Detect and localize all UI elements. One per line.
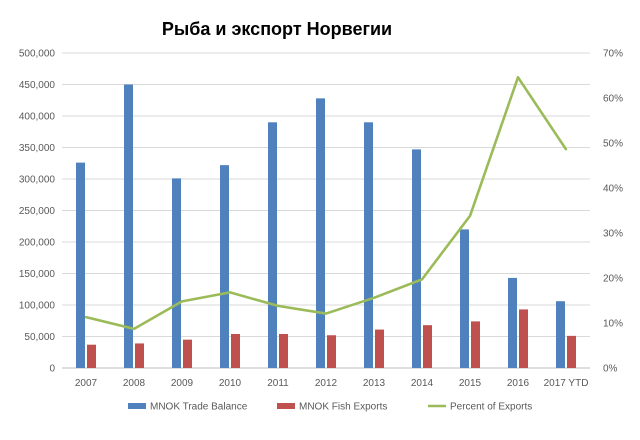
left-tick-label: 50,000 <box>24 332 55 343</box>
trade-balance-bar <box>220 165 229 368</box>
trade-balance-bar <box>556 301 565 368</box>
x-tick-label: 2017 YTD <box>544 378 589 389</box>
left-tick-label: 450,000 <box>19 80 56 91</box>
percent-point <box>228 291 232 294</box>
fish-exports-bar <box>231 333 240 368</box>
x-tick-label: 2015 <box>459 378 482 389</box>
fish-exports-bar <box>135 343 144 368</box>
legend-swatch <box>128 403 146 409</box>
trade-balance-bar <box>316 98 325 369</box>
legend-label: MNOK Trade Balance <box>150 402 248 413</box>
percent-point <box>84 315 88 319</box>
fish-exports-bar <box>519 309 528 368</box>
x-tick-label: 2010 <box>219 378 242 389</box>
fish-exports-bar <box>87 344 96 368</box>
percent-point <box>324 312 328 315</box>
percent-point <box>420 278 424 281</box>
legend: MNOK Trade Balance MNOK Fish Exports Perce… <box>128 402 532 413</box>
left-tick-label: 350,000 <box>19 143 56 154</box>
percent-point <box>516 76 520 79</box>
trade-balance-bar <box>364 122 373 368</box>
left-tick-label: 100,000 <box>19 301 56 312</box>
trade-balance-bar <box>508 277 517 368</box>
legend-label: Percent of Exports <box>450 402 532 413</box>
trade-balance-bar <box>412 149 421 368</box>
right-tick-label: 30% <box>603 229 623 240</box>
percent-point <box>276 304 280 308</box>
percent-point <box>468 214 472 218</box>
left-tick-label: 400,000 <box>19 112 56 123</box>
x-tick-label: 2009 <box>171 378 194 389</box>
percent-point <box>564 148 568 151</box>
right-tick-label: 0% <box>603 364 618 375</box>
fish-exports-bar <box>327 335 336 368</box>
chart-title: Рыба и экспорт Норвегии <box>162 19 392 39</box>
bars <box>76 84 576 369</box>
right-tick-label: 40% <box>603 184 623 195</box>
trade-balance-bar <box>124 84 133 368</box>
left-tick-label: 250,000 <box>19 206 56 217</box>
fish-exports-bar <box>279 333 288 368</box>
right-tick-label: 60% <box>603 94 623 105</box>
fish-exports-bar <box>471 321 480 368</box>
right-tick-label: 10% <box>603 319 623 330</box>
left-tick-label: 300,000 <box>19 175 56 186</box>
trade-balance-bar <box>460 229 469 368</box>
left-tick-label: 0 <box>49 364 55 375</box>
x-tick-label: 2014 <box>411 378 434 389</box>
x-axis: 2007 2008 2009 2010 2011 2012 2013 2014 2015 2016… <box>75 378 589 389</box>
x-tick-label: 2012 <box>315 378 338 389</box>
x-tick-label: 2008 <box>123 378 146 389</box>
percent-line-layer <box>84 76 568 331</box>
right-tick-label: 70% <box>603 49 623 60</box>
percent-point <box>180 300 184 303</box>
trade-balance-bar <box>172 178 181 368</box>
percent-point <box>132 327 136 331</box>
x-tick-label: 2016 <box>507 378 530 389</box>
left-axis: 0 50,000 100,000 150,000 200,000 250,000 300,0… <box>19 49 56 375</box>
left-tick-label: 150,000 <box>19 269 56 280</box>
percent-of-exports-line <box>85 76 568 331</box>
legend-swatch <box>277 403 295 409</box>
x-tick-label: 2011 <box>267 378 289 389</box>
left-tick-label: 500,000 <box>19 49 56 60</box>
legend-label: MNOK Fish Exports <box>299 402 387 413</box>
right-tick-label: 20% <box>603 274 623 285</box>
gridlines <box>62 52 590 369</box>
fish-exports-bar <box>375 329 384 368</box>
right-tick-label: 50% <box>603 139 623 150</box>
x-tick-label: 2007 <box>75 378 98 389</box>
trade-balance-bar <box>268 122 277 368</box>
x-tick-label: 2013 <box>363 378 386 389</box>
right-axis: 0% 10% 20% 30% 40% 50% 60% 70% <box>603 49 623 375</box>
fish-exports-bar <box>423 325 432 368</box>
fish-exports-bar <box>183 339 192 368</box>
percent-point <box>372 296 376 299</box>
fish-exports-bar <box>567 335 576 368</box>
left-tick-label: 200,000 <box>19 238 56 249</box>
trade-balance-bar <box>76 162 85 368</box>
